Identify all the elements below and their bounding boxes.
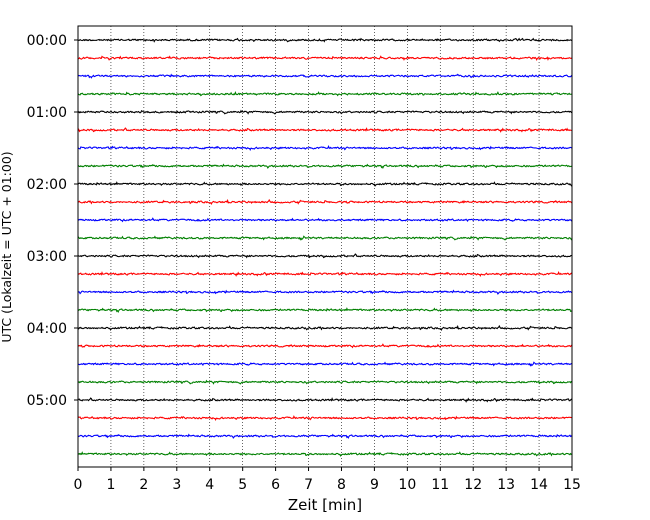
trace-layer: [77, 37, 573, 457]
trace-line: [77, 397, 573, 403]
trace-line: [77, 343, 573, 349]
trace-line: [77, 271, 573, 278]
x-tick-label: 0: [74, 477, 83, 493]
plot-frame: [77, 25, 573, 468]
trace-line: [77, 433, 573, 440]
trace-line: [77, 73, 573, 79]
y-tick-label: 00:00: [27, 33, 67, 49]
trace-line: [77, 379, 573, 385]
x-tick-label: 3: [172, 477, 181, 493]
y-tick-label: 02:00: [27, 177, 67, 193]
y-axis: 00:00 01:00 02:00 03:00 04:00 05:00: [27, 33, 78, 409]
trace-line: [77, 235, 573, 241]
trace-line: [77, 109, 573, 115]
x-axis: 0 1 2 3 4 5 6 7 8 9 10 11 12 13 14 15: [74, 467, 581, 493]
x-tick-label: 8: [337, 477, 346, 493]
trace-line: [77, 37, 573, 43]
trace-line: [77, 91, 573, 97]
x-tick-label: 4: [205, 477, 214, 493]
x-tick-label: 1: [106, 477, 115, 493]
x-tick-label: 6: [271, 477, 280, 493]
x-tick-label: 14: [530, 477, 548, 493]
y-tick-label: 05:00: [27, 393, 67, 409]
x-tick-label: 2: [139, 477, 148, 493]
x-tick-label: 15: [563, 477, 581, 493]
trace-line: [77, 307, 573, 314]
x-tick-label: 10: [398, 477, 416, 493]
trace-line: [77, 181, 573, 187]
trace-line: [77, 127, 573, 133]
trace-line: [77, 145, 573, 152]
trace-line: [77, 198, 573, 205]
x-axis-label: Zeit [min]: [288, 496, 362, 514]
trace-line: [77, 217, 573, 223]
trace-line: [77, 324, 573, 331]
x-tick-label: 7: [304, 477, 313, 493]
trace-line: [77, 163, 573, 170]
y-axis-label: UTC (Lokalzeit = UTC + 01:00): [0, 151, 14, 342]
x-tick-label: 5: [238, 477, 247, 493]
y-tick-label: 04:00: [27, 321, 67, 337]
x-tick-label: 9: [370, 477, 379, 493]
x-tick-label: 12: [464, 477, 482, 493]
x-tick-label: 11: [431, 477, 449, 493]
trace-line: [77, 289, 573, 295]
trace-line: [77, 55, 573, 62]
trace-line: [77, 361, 573, 367]
y-tick-label: 03:00: [27, 249, 67, 265]
y-tick-label: 01:00: [27, 105, 67, 121]
trace-line: [77, 253, 573, 259]
x-tick-label: 13: [497, 477, 515, 493]
trace-line: [77, 451, 573, 457]
trace-line: [77, 415, 573, 422]
